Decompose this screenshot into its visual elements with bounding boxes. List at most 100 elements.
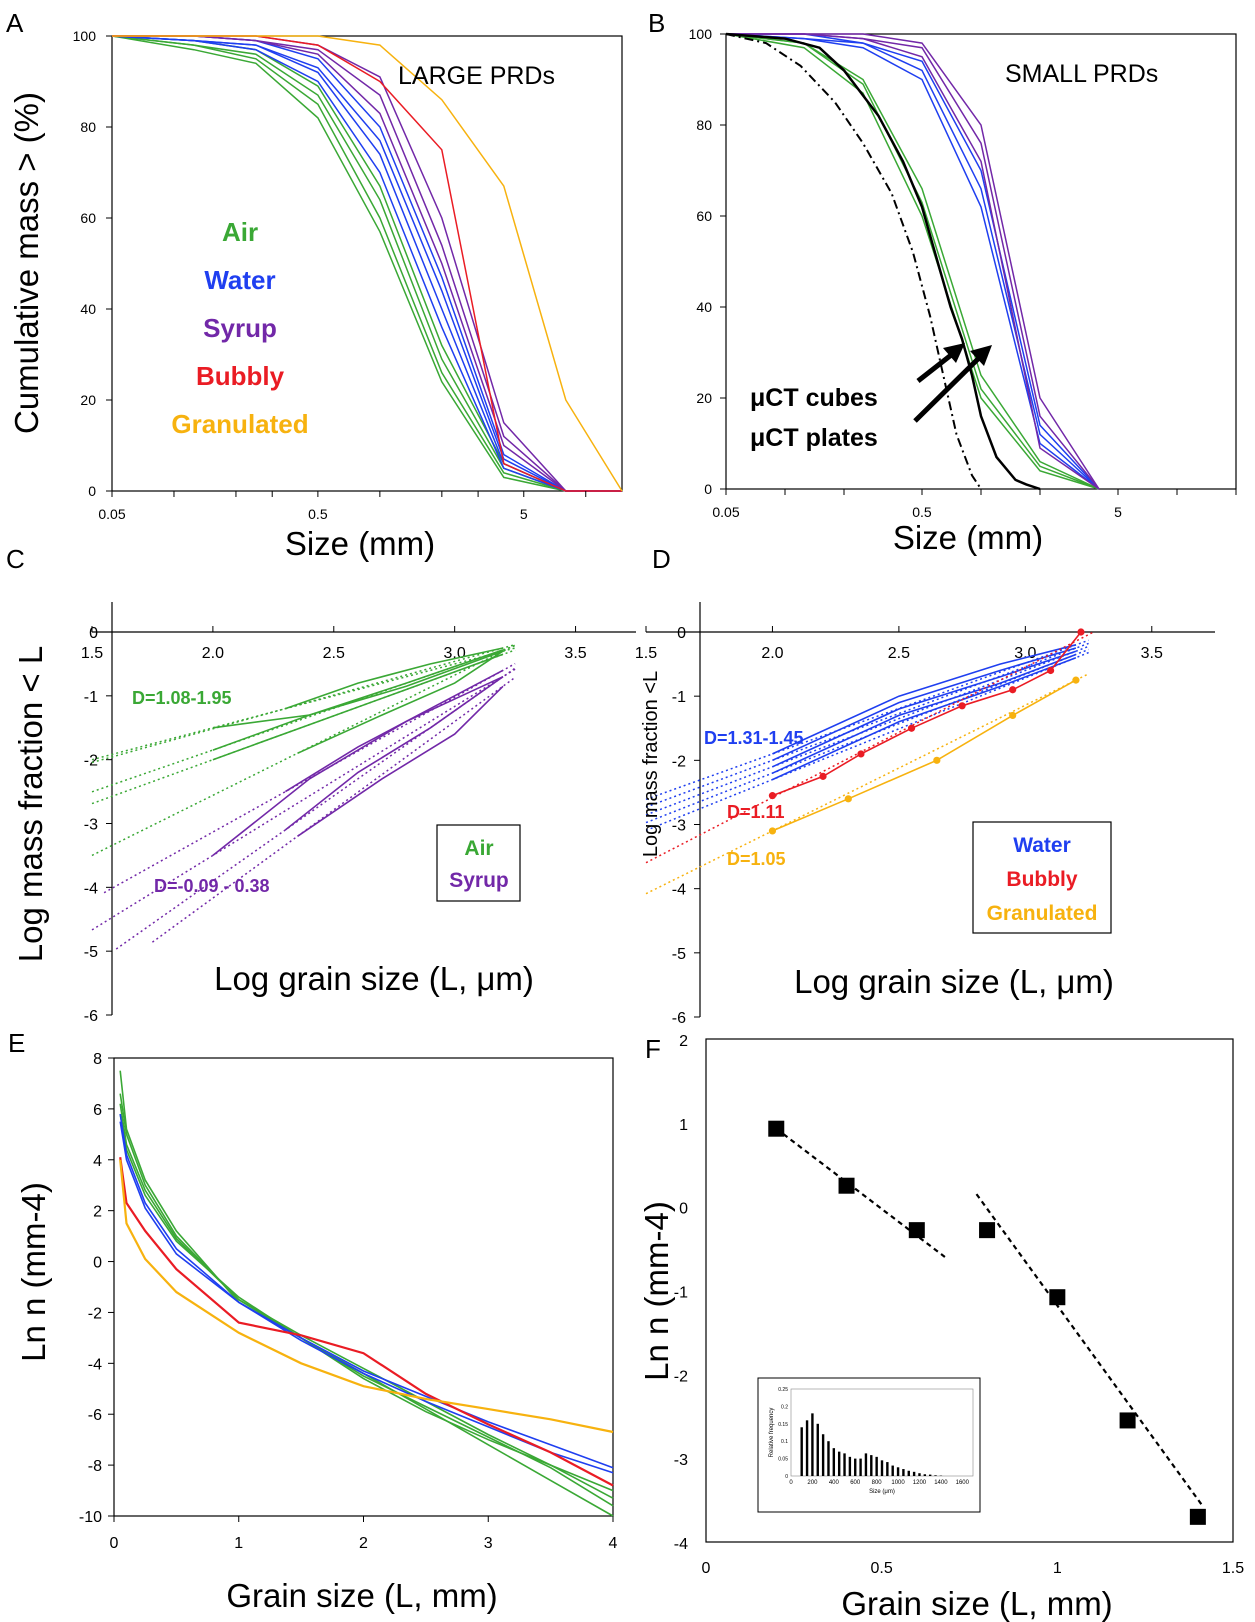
inset-bar bbox=[923, 1474, 927, 1476]
legend-entry-granulated-d: Granulated bbox=[987, 902, 1098, 925]
ct-plates-line bbox=[725, 32, 1041, 491]
inset-bar bbox=[821, 1434, 825, 1476]
series-line-water-4 bbox=[772, 644, 1077, 755]
fit-line-syrup-6 bbox=[115, 667, 516, 950]
y-tick-label: 0 bbox=[704, 481, 712, 497]
fit-line-water-2 bbox=[645, 645, 1089, 816]
annotation-d-bubbly: D=1.11 bbox=[727, 802, 785, 822]
y-tick-label: 2 bbox=[93, 1204, 102, 1221]
x-tick-label: 2.5 bbox=[888, 645, 910, 662]
legend-entry-water: Water bbox=[204, 265, 275, 295]
y-tick-label: -10 bbox=[79, 1509, 102, 1526]
series-line-syrup-5 bbox=[212, 675, 504, 857]
arrow-ct-plates bbox=[913, 345, 992, 423]
fit-line-water-3 bbox=[645, 642, 1089, 808]
panel-d: 0 -1 -2 -3 -4 -5 -6 1.5 2.0 2.5 3.0 3.5 Log grain s… bbox=[635, 602, 1215, 1027]
inset-bar bbox=[875, 1456, 878, 1476]
panel-letter-a: A bbox=[6, 8, 24, 38]
plot-frame-f bbox=[705, 1038, 1234, 1543]
series-line-bubbly-6 bbox=[119, 1157, 614, 1487]
inset-bar bbox=[886, 1462, 889, 1476]
data-point-bubbly bbox=[907, 724, 916, 732]
fit-line-syrup-8 bbox=[103, 662, 516, 894]
legend-box-c bbox=[436, 824, 521, 902]
inset-bar bbox=[827, 1441, 830, 1476]
y-tick-label: -8 bbox=[88, 1458, 102, 1475]
x-tick-label: 1 bbox=[1053, 1560, 1062, 1577]
x-axis-label-f: Grain size (L, mm) bbox=[841, 1585, 1112, 1622]
annotation-d-water: D=1.31-1.45 bbox=[704, 728, 804, 748]
data-point bbox=[979, 1222, 996, 1239]
legend-box-d bbox=[972, 821, 1112, 934]
y-tick-label: 0 bbox=[88, 483, 96, 499]
data-point bbox=[838, 1177, 855, 1194]
data-point bbox=[908, 1222, 925, 1239]
y-tick-label: 60 bbox=[696, 208, 712, 224]
y-tick-label: -4 bbox=[672, 882, 686, 899]
data-point-bubbly bbox=[1047, 666, 1055, 675]
y-tick-label: 40 bbox=[80, 301, 96, 317]
y-axis-label-e: Ln n (mm-4) bbox=[15, 1182, 52, 1362]
inset-x-tick-label: 1000 bbox=[891, 1480, 905, 1486]
panel-a: 0 20 40 60 80 100 0.05 0.5 5 LARGE PRDs Size (mm… bbox=[8, 28, 623, 562]
x-tick-label: 1 bbox=[234, 1535, 243, 1552]
data-point-granulated bbox=[768, 827, 777, 835]
x-tick-label: 1.5 bbox=[1222, 1560, 1244, 1577]
inset-y-tick-label: 0 bbox=[785, 1474, 788, 1480]
y-tick-label: -3 bbox=[672, 818, 686, 835]
inset-y-tick-label: 0.1 bbox=[781, 1439, 788, 1445]
inset-bar bbox=[891, 1465, 894, 1476]
fit-line-air-4 bbox=[91, 643, 516, 764]
arrow-ct-cubes bbox=[916, 343, 965, 383]
data-point-granulated bbox=[933, 756, 941, 764]
data-point bbox=[768, 1120, 785, 1137]
series-line-air-1 bbox=[212, 649, 504, 751]
inset-bar bbox=[854, 1458, 857, 1476]
x-tick-label: 3.0 bbox=[1014, 645, 1036, 662]
inset-bar bbox=[918, 1473, 921, 1476]
inset-bar bbox=[805, 1420, 809, 1476]
annotation-d-syrup: D=-0.09 - 0.38 bbox=[154, 876, 270, 896]
y-tick-label: 20 bbox=[80, 392, 96, 408]
series-line-syrup-8 bbox=[284, 669, 504, 793]
series-line-air-1 bbox=[119, 1093, 614, 1499]
series-line-granulated-12 bbox=[112, 35, 623, 492]
y-tick-label: -3 bbox=[674, 1452, 688, 1469]
inset-x-axis-label: Size (μm) bbox=[869, 1489, 895, 1495]
y-tick-label: 1 bbox=[679, 1117, 688, 1134]
inset-bar bbox=[934, 1475, 937, 1476]
y-tick-label: 20 bbox=[696, 390, 712, 406]
y-tick-label: 6 bbox=[93, 1102, 102, 1119]
series-line-water-2 bbox=[772, 650, 1077, 768]
series-line-syrup-6 bbox=[284, 676, 504, 831]
inset-bar bbox=[848, 1456, 852, 1476]
inset-x-tick-label: 200 bbox=[807, 1480, 818, 1486]
inset-x-tick-label: 1600 bbox=[956, 1480, 970, 1486]
y-tick-label: 100 bbox=[73, 28, 97, 44]
y-tick-label: -2 bbox=[672, 753, 686, 770]
annotation-d-air: D=1.08-1.95 bbox=[132, 688, 232, 708]
panel-letter-b: B bbox=[648, 8, 665, 38]
inset-x-tick-label: 400 bbox=[829, 1480, 840, 1486]
fit-line-granulated-6 bbox=[645, 673, 1089, 895]
series-line-syrup-8 bbox=[726, 33, 1100, 490]
x-tick-label: 2.0 bbox=[761, 645, 783, 662]
annotation-ct-cubes: μCT cubes bbox=[750, 384, 878, 412]
chart-title-b: SMALL PRDs bbox=[1005, 60, 1158, 88]
y-tick-label: -4 bbox=[674, 1536, 688, 1553]
x-tick-label: 3 bbox=[484, 1535, 493, 1552]
series-line-air-0 bbox=[725, 33, 1100, 490]
x-axis-label-c: Log grain size (L, μm) bbox=[214, 960, 534, 997]
inset-bar bbox=[859, 1458, 862, 1476]
fit-line-water-1 bbox=[645, 648, 1089, 824]
x-tick-label: 1.5 bbox=[81, 645, 103, 662]
fit-line-syrup-7 bbox=[151, 676, 516, 943]
y-tick-label: -1 bbox=[674, 1285, 688, 1302]
data-point-bubbly bbox=[768, 792, 777, 800]
y-tick-label: -2 bbox=[674, 1368, 688, 1385]
x-axis-label-e: Grain size (L, mm) bbox=[226, 1577, 497, 1614]
data-point-bubbly bbox=[1077, 628, 1085, 636]
inset-bar bbox=[864, 1453, 868, 1476]
legend-entry-air: Air bbox=[222, 217, 258, 247]
